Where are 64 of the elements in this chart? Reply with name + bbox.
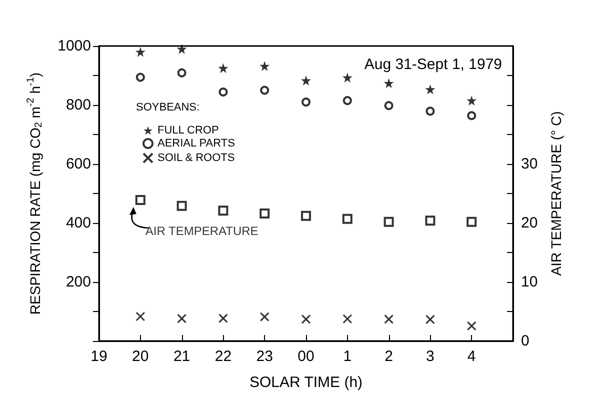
x-tick-label: 3	[426, 348, 434, 365]
point	[384, 314, 394, 324]
point	[218, 206, 228, 216]
point	[425, 216, 436, 226]
point	[301, 210, 311, 221]
legend-label: FULL CROP	[158, 124, 219, 136]
point	[218, 63, 228, 74]
point	[260, 61, 270, 72]
point	[384, 78, 394, 88]
legend-label: SOIL & ROOTS	[158, 152, 235, 164]
point	[467, 111, 476, 120]
point	[177, 314, 187, 324]
point	[342, 214, 352, 224]
point	[425, 84, 436, 94]
point	[466, 96, 477, 106]
y2-axis-title: AIR TEMPERATURE (° C)	[548, 111, 564, 276]
legend-label: AERIAL PARTS	[158, 138, 235, 150]
point	[218, 314, 228, 324]
y-tick-label: 400	[66, 214, 91, 232]
x-tick-label: 23	[256, 348, 273, 365]
point	[260, 312, 270, 322]
y2-tick-label: 20	[521, 214, 538, 232]
x-tick-label: 2	[384, 348, 393, 365]
point	[301, 76, 311, 86]
point	[342, 314, 352, 324]
point	[260, 208, 270, 219]
y-tick-label: 1000	[58, 38, 91, 54]
x-tick-label: 00	[298, 348, 314, 365]
x-axis-title: SOLAR TIME (h)	[249, 374, 363, 391]
point	[342, 72, 352, 83]
x-tick-label: 21	[173, 348, 190, 365]
y2-tick-label: 0	[521, 332, 530, 350]
x-tick-label: 19	[90, 348, 108, 365]
y2-tick-label: 30	[521, 156, 538, 172]
point	[384, 101, 394, 110]
y-tick-label: 200	[66, 274, 91, 290]
x-tick-label: 1	[343, 348, 352, 365]
point	[342, 96, 352, 106]
point	[136, 312, 146, 322]
series-label: AIR TEMPERATURE	[145, 224, 258, 238]
point	[135, 46, 146, 57]
x-tick-label: 4	[467, 348, 476, 365]
point	[466, 321, 476, 331]
point	[426, 106, 435, 116]
y2-tick-label: 10	[521, 274, 538, 290]
point	[302, 98, 310, 107]
y-axis-title: RESPIRATION RATE (mg CO2 m-2 h-1)	[26, 72, 44, 315]
point	[301, 314, 311, 324]
point	[260, 86, 270, 95]
point	[466, 216, 477, 227]
point	[177, 68, 186, 78]
y-tick-label: 600	[66, 156, 91, 172]
legend-title: SOYBEANS:	[136, 102, 200, 114]
x-tick-label: 22	[214, 348, 232, 365]
point	[176, 200, 187, 211]
point	[384, 216, 394, 227]
point	[176, 44, 187, 54]
text: Aug 31-Sept 1, 1979	[364, 56, 502, 73]
point	[135, 194, 146, 205]
point	[136, 72, 145, 82]
x-tick-label: 20	[132, 348, 149, 365]
point	[425, 314, 435, 324]
point	[218, 88, 228, 97]
y-tick-label: 800	[66, 96, 91, 114]
